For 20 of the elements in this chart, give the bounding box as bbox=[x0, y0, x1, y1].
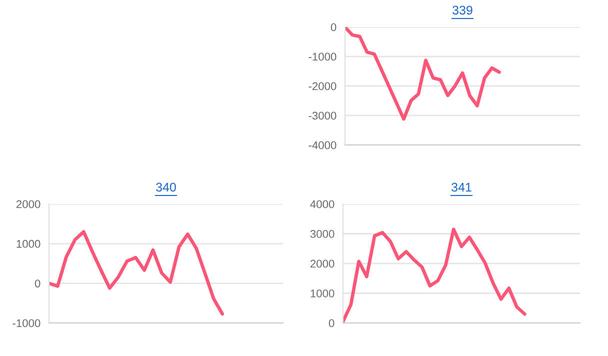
y-tick-label: 1000 bbox=[16, 240, 40, 248]
y-tick-label: 4000 bbox=[310, 200, 334, 208]
y-tick-label: -2000 bbox=[308, 82, 336, 90]
y-tick-label: 1000 bbox=[310, 290, 334, 298]
y-tick-label: -1000 bbox=[308, 52, 336, 61]
y-tick-label: 3000 bbox=[310, 230, 334, 238]
y-tick-label: -4000 bbox=[308, 141, 336, 150]
line-series bbox=[345, 27, 501, 121]
y-tick-label: 0 bbox=[330, 23, 336, 32]
line-series bbox=[49, 230, 224, 316]
chart-title: 339 bbox=[452, 6, 472, 15]
y-tick-label: -1000 bbox=[12, 319, 40, 328]
y-tick-label: 0 bbox=[328, 319, 334, 328]
line-series bbox=[343, 228, 526, 323]
chart-title: 340 bbox=[156, 182, 176, 192]
y-tick-label: 2000 bbox=[310, 260, 334, 268]
y-tick-label: 0 bbox=[34, 280, 40, 288]
y-tick-label: 2000 bbox=[16, 200, 40, 208]
chart-title: 341 bbox=[452, 182, 472, 192]
y-tick-label: -3000 bbox=[308, 112, 336, 120]
